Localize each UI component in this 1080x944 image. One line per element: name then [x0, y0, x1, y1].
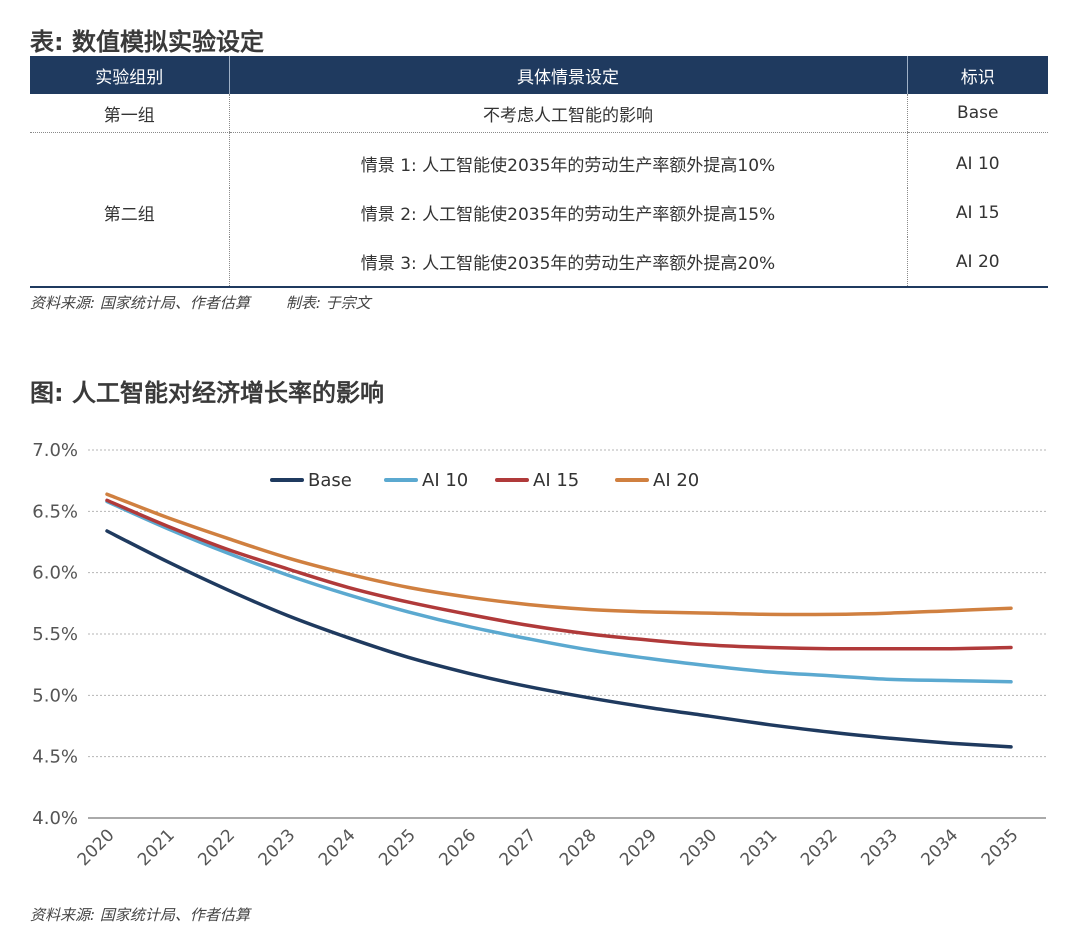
- growth-rate-line-chart: 4.0% 4.5% 5.0% 5.5% 6.0% 6.5% 7.0% 2020 2021 2022…: [32, 440, 1046, 870]
- legend-label: AI 15: [533, 470, 579, 491]
- table-maker-text: 制表: 于宗文: [285, 294, 371, 312]
- x-tick-label: 2030: [676, 825, 721, 870]
- x-tick-label: 2029: [616, 825, 661, 870]
- chart-source-note: 资料来源: 国家统计局、作者估算: [30, 906, 250, 924]
- x-tick-label: 2035: [978, 825, 1023, 870]
- legend-label: AI 20: [653, 470, 699, 491]
- y-tick-label: 4.0%: [32, 808, 78, 829]
- table-row: 情景 3: 人工智能使2035年的劳动生产率额外提高20% AI 20: [30, 237, 1048, 287]
- x-tick-label: 2025: [375, 825, 420, 870]
- x-tick-label: 2033: [857, 825, 902, 870]
- x-tick-label: 2032: [797, 825, 842, 870]
- id-cell: AI 20: [906, 237, 1048, 287]
- x-tick-label: 2027: [496, 825, 541, 870]
- x-tick-label: 2034: [918, 825, 963, 870]
- table-source-text: 资料来源: 国家统计局、作者估算: [30, 294, 250, 312]
- y-tick-label: 7.0%: [32, 440, 78, 461]
- x-tick-label: 2022: [194, 825, 239, 870]
- table-source-note: 资料来源: 国家统计局、作者估算 制表: 于宗文: [30, 292, 371, 313]
- id-cell: AI 10: [906, 132, 1048, 188]
- x-tick-label: 2023: [255, 825, 300, 870]
- y-tick-label: 6.0%: [32, 563, 78, 584]
- x-tick-label: 2024: [315, 825, 360, 870]
- legend-label: AI 10: [422, 470, 468, 491]
- series-line-ai-15: [105, 498, 1013, 651]
- scenario-cell: 不考虑人工智能的影响: [228, 94, 907, 133]
- y-tick-label: 5.5%: [32, 624, 78, 645]
- y-tick-label: 4.5%: [32, 747, 78, 768]
- table-title: 表: 数值模拟实验设定: [30, 28, 264, 56]
- group-name: 第二组: [103, 205, 155, 225]
- table-row: 第二组 情景 1: 人工智能使2035年的劳动生产率额外提高10% AI 10: [30, 132, 1048, 225]
- id-cell: Base: [906, 94, 1048, 133]
- y-tick-label: 5.0%: [32, 685, 78, 706]
- header-group: 实验组别: [30, 56, 229, 94]
- series-line-ai-20: [105, 492, 1013, 617]
- chart-title: 图: 人工智能对经济增长率的影响: [30, 379, 384, 407]
- x-tick-label: 2021: [134, 825, 179, 870]
- experiment-settings-table: 实验组别 具体情景设定 标识 第一组 不考虑人工智能的影响 Base 第二组 情…: [30, 56, 1048, 288]
- id-cell: AI 15: [906, 188, 1048, 237]
- x-tick-label: 2020: [74, 825, 119, 870]
- y-tick-label: 6.5%: [32, 501, 78, 522]
- x-tick-label: 2031: [737, 825, 782, 870]
- x-tick-label: 2026: [435, 825, 480, 870]
- header-id: 标识: [906, 56, 1048, 94]
- series-line-base: [105, 529, 1013, 749]
- table-header-row: 实验组别 具体情景设定 标识: [30, 56, 1048, 94]
- series-line-ai-10: [105, 499, 1013, 684]
- header-scenario: 具体情景设定: [228, 56, 907, 94]
- scenario-cell: 情景 2: 人工智能使2035年的劳动生产率额外提高15%: [228, 188, 907, 237]
- legend-label: Base: [308, 470, 352, 491]
- table-row: 第一组 不考虑人工智能的影响 Base: [30, 94, 1048, 133]
- table-row: 情景 2: 人工智能使2035年的劳动生产率额外提高15% AI 15: [30, 188, 1048, 237]
- scenario-cell: 情景 3: 人工智能使2035年的劳动生产率额外提高20%: [228, 237, 907, 287]
- group-name: 第一组: [30, 94, 229, 133]
- x-tick-label: 2028: [556, 825, 601, 870]
- scenario-cell: 情景 1: 人工智能使2035年的劳动生产率额外提高10%: [228, 132, 907, 188]
